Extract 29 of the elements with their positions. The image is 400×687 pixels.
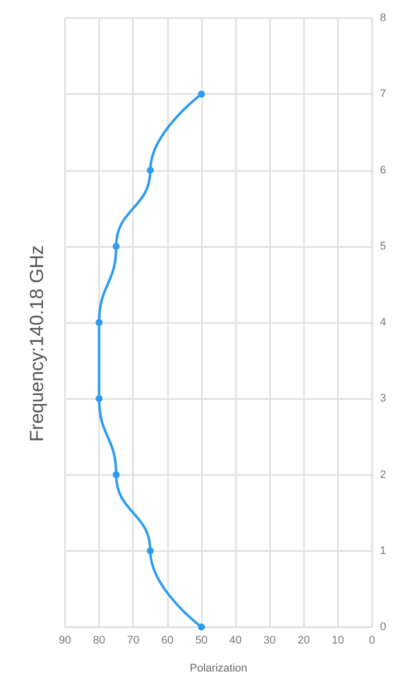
- y-tick-label: 4: [380, 316, 386, 328]
- y-tick-label: 2: [380, 468, 386, 481]
- point: [198, 624, 205, 630]
- x-tick-label: 90: [58, 634, 72, 646]
- x-tick-label: 80: [92, 634, 106, 646]
- y-tick-label: 1: [380, 544, 386, 557]
- x-axis-title: Polarization: [190, 662, 248, 674]
- point: [96, 395, 103, 402]
- x-tick-label: 0: [368, 634, 376, 646]
- y-tick-label: 5: [380, 240, 386, 252]
- point: [198, 90, 205, 98]
- y-tick-label: 6: [380, 164, 386, 176]
- x-tick-label: 20: [298, 634, 310, 646]
- x-tick-label: 50: [195, 634, 208, 646]
- point: [112, 242, 120, 250]
- point: [146, 166, 154, 174]
- point: [112, 471, 120, 478]
- point: [146, 547, 154, 554]
- y-tick-label: 8: [380, 12, 386, 24]
- x-tick-label: 10: [332, 634, 344, 646]
- y-tick-label: 7: [380, 88, 386, 100]
- text: Frequency:140.18 GHz: [27, 245, 48, 442]
- x-tick-label: 70: [127, 634, 140, 646]
- x-tick-label: 60: [161, 634, 174, 646]
- x-tick-label: 40: [229, 634, 242, 646]
- point: [96, 319, 103, 326]
- y-tick-label: 3: [380, 392, 386, 405]
- x-tick-label: 30: [264, 634, 276, 646]
- y-tick-label: 0: [380, 621, 386, 633]
